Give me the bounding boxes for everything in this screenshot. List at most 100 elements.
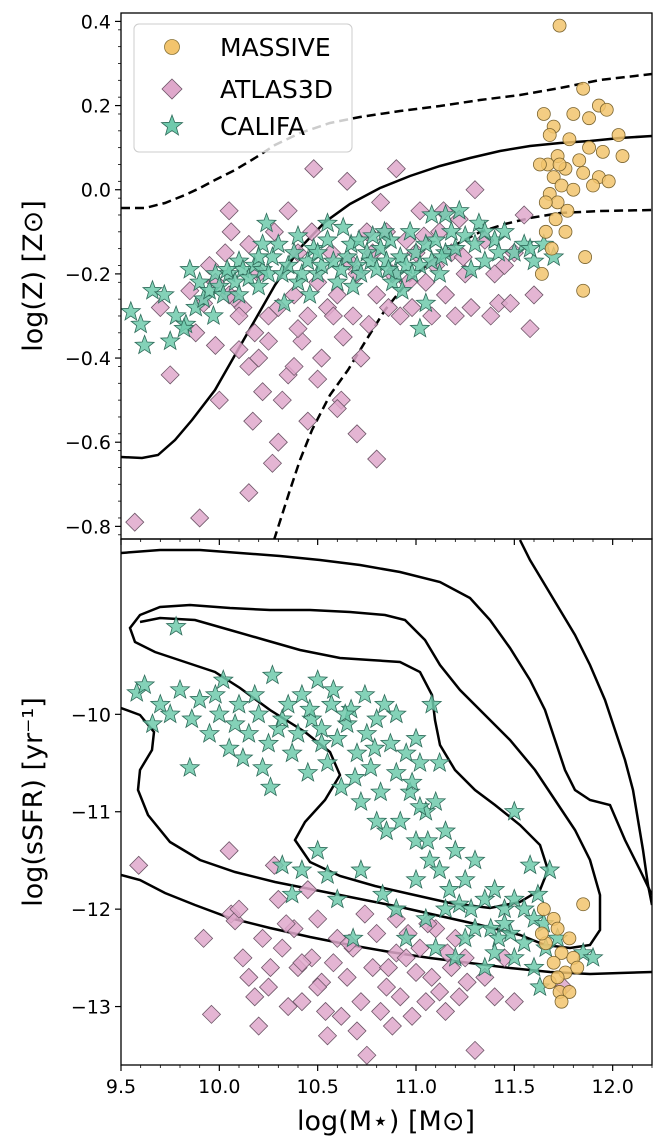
top-atlas3d-point [190,508,210,528]
top-califa-point [440,220,462,241]
bottom-atlas3d-point [225,911,245,931]
bottom-califa-point [415,907,437,928]
top-massive-point [533,157,547,172]
top-atlas3d-point [302,222,322,242]
top-atlas3d-point [347,424,367,444]
bottom-califa-point [307,839,329,860]
legend-box [133,23,353,153]
top-atlas3d-point [524,285,544,305]
bottom-atlas3d-point [233,948,253,968]
x-tick-label: 12.0 [592,1076,634,1098]
bottom-y-tick-label: −12 [71,899,111,921]
bottom-califa-point [401,771,423,792]
bottom-califa-point [316,751,339,773]
bottom-atlas3d-point [292,992,312,1012]
bottom-atlas3d-point [323,953,343,973]
top-califa-point [346,254,368,275]
bottom-atlas3d-point [406,962,426,983]
top-atlas3d-point [239,234,259,255]
top-califa-point [493,220,516,241]
top-atlas3d-point [278,201,298,221]
top-scatter [121,18,630,532]
bottom-y-tick-label: −13 [71,997,111,1019]
bottom-atlas3d-point [367,923,387,944]
top-atlas3d-point [219,201,239,221]
bottom-atlas3d-point [504,992,524,1012]
bottom-califa-point [434,897,457,919]
top-califa-point [519,237,541,258]
bottom-atlas3d-point [449,987,469,1007]
top-y-tick-label: −0.2 [65,264,111,286]
bottom-califa-point [287,722,309,743]
bottom-atlas3d-point [357,1045,377,1065]
top-califa-point [409,317,431,338]
top-massive-point [536,107,551,121]
top-massive-point [576,166,591,180]
bottom-massive-point [570,960,585,975]
bottom-massive-point [550,921,565,936]
bottom-califa-point [454,868,476,889]
bottom-califa-point [224,712,246,734]
bottom-califa-point [409,751,431,773]
top-atlas3d-point [249,348,269,368]
bottom-califa-point [438,878,460,899]
top-califa-point [431,245,453,267]
bottom-califa-point [409,795,431,816]
legend-califa-marker [160,113,184,136]
top-califa-point [454,224,476,246]
bottom-califa-point [179,756,201,777]
top-califa-point [474,250,496,271]
bottom-califa-point [326,888,348,909]
top-atlas3d-point [359,314,379,334]
top-atlas3d-point [333,327,353,347]
top-atlas3d-point [378,297,399,318]
bottom-califa-point [425,790,447,812]
top-atlas3d-point [205,335,225,355]
bottom-massive-point [576,897,591,912]
bottom-massive-point [546,955,561,970]
bottom-atlas3d-point [351,992,371,1012]
top-califa-point [159,330,181,351]
bottom-califa-point [464,849,486,870]
bottom-massive-point [562,931,577,946]
top-massive-point [544,241,559,256]
bottom-califa-point [513,932,535,953]
top-atlas3d-point [245,323,265,343]
x-tick-label: 11.0 [395,1076,437,1098]
bottom-califa-point [244,683,266,704]
top-massive-point [542,128,557,142]
bottom-atlas3d-point [457,972,477,992]
top-califa-point [185,296,207,317]
bottom-califa-point [248,703,270,724]
bottom-califa-point [417,829,439,851]
bottom-y-tick-label: −11 [71,802,111,824]
top-atlas3d-point [386,159,406,179]
bottom-atlas3d-point [422,967,442,987]
bottom-contour-outer-1 [121,548,652,896]
top-califa-point [543,245,565,267]
bottom-califa-point [385,761,407,782]
bottom-atlas3d-point [315,1001,336,1021]
top-califa-point [377,258,400,279]
top-califa-point [173,317,195,338]
bottom-atlas3d-point [298,880,318,900]
top-califa-point [208,275,230,296]
bottom-atlas3d-point [278,996,298,1017]
bottom-califa-point [395,742,417,763]
top-massive-point [566,182,581,197]
top-atlas3d-point [215,243,235,263]
bottom-atlas3d-point [194,928,214,948]
bottom-califa-point [238,722,260,743]
top-atlas3d-point [500,293,520,313]
top-massive-point [611,128,626,142]
bottom-califa-point [218,737,240,758]
bottom-califa-point [169,678,191,700]
top-atlas3d-point [435,285,456,305]
top-atlas3d-point [367,285,387,305]
bottom-atlas3d-point [276,914,296,934]
bottom-califa-point [356,722,378,743]
bottom-atlas3d-point [219,841,239,861]
bottom-massive-point [562,985,577,999]
top-massive-point [552,18,567,33]
top-atlas3d-point [465,180,485,200]
